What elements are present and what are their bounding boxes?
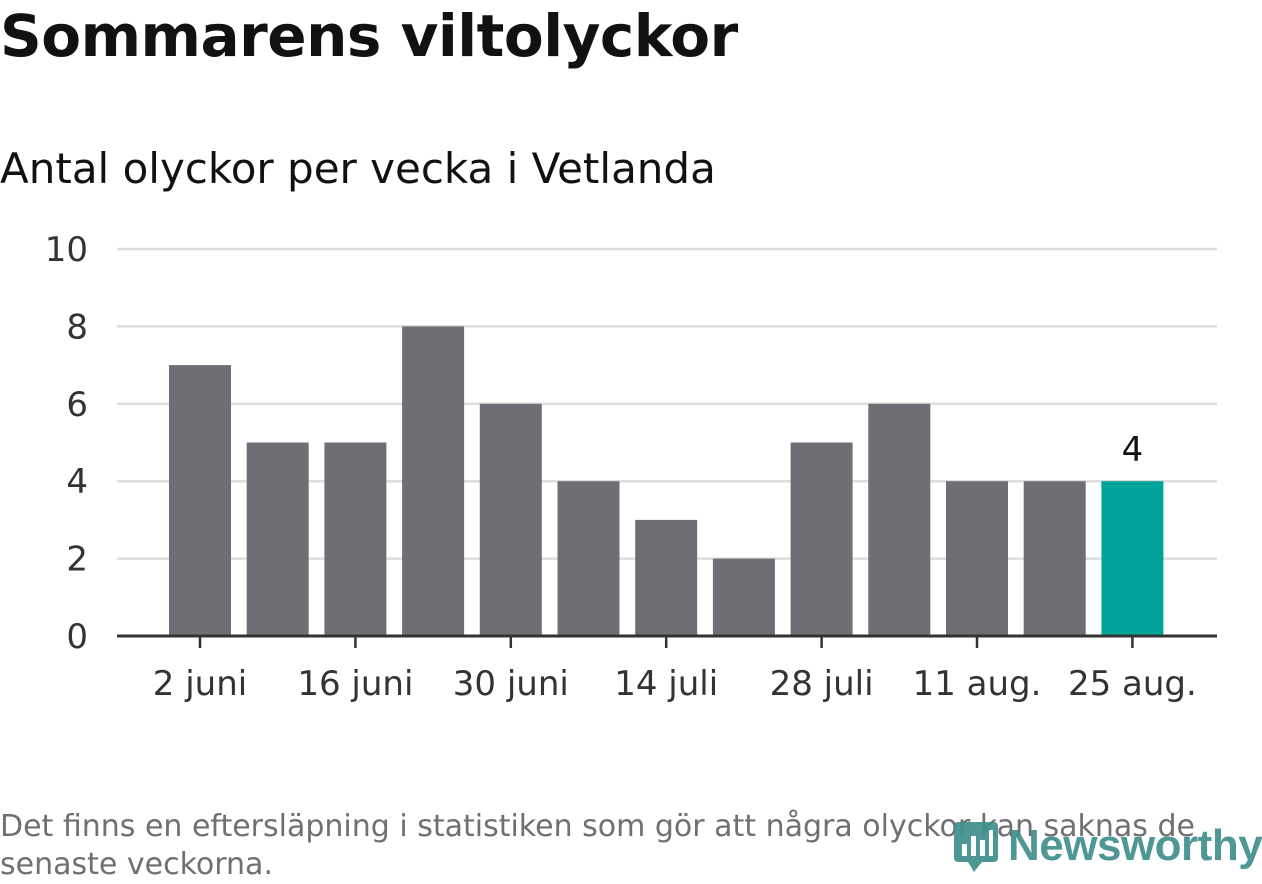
data-label: 4 — [1122, 430, 1144, 470]
bar — [790, 442, 853, 636]
newsworthy-logo-text: Newsworthy — [1008, 821, 1262, 870]
chart-subtitle: Antal olyckor per vecka i Vetlanda — [0, 144, 716, 193]
y-tick-label: 4 — [66, 462, 88, 502]
x-tick-label: 30 juni — [453, 664, 569, 704]
bar — [868, 403, 931, 636]
newsworthy-logo-icon — [954, 822, 998, 872]
bar — [557, 481, 620, 636]
y-tick-label: 0 — [66, 617, 88, 657]
bar — [635, 519, 698, 636]
newsworthy-logo: Newsworthy — [952, 818, 1262, 874]
bar — [946, 481, 1008, 636]
x-tick-label: 14 juli — [614, 664, 718, 704]
bar — [1101, 481, 1164, 636]
y-tick-label: 8 — [66, 307, 88, 347]
bar-chart: 0 2 4 6 8 10 2 juni 16 juni 30 juni 14 juli 28 jul… — [45, 230, 1217, 704]
y-tick-label: 2 — [66, 540, 88, 580]
y-tick-label: 6 — [66, 385, 88, 425]
x-tick-label: 11 aug. — [913, 664, 1042, 704]
x-tick-label: 28 juli — [770, 664, 874, 704]
x-tick-label: 25 aug. — [1068, 664, 1197, 704]
y-tick-label: 10 — [45, 230, 88, 270]
bar — [1023, 481, 1086, 636]
bar — [169, 365, 231, 636]
bar — [712, 558, 775, 636]
x-tick-label: 16 juni — [297, 664, 413, 704]
x-tick-label: 2 juni — [153, 664, 247, 704]
chart-title: Sommarens viltolyckor — [0, 2, 738, 70]
bar — [402, 326, 465, 636]
bar — [479, 403, 542, 636]
bar — [324, 442, 387, 636]
bar — [246, 442, 309, 636]
